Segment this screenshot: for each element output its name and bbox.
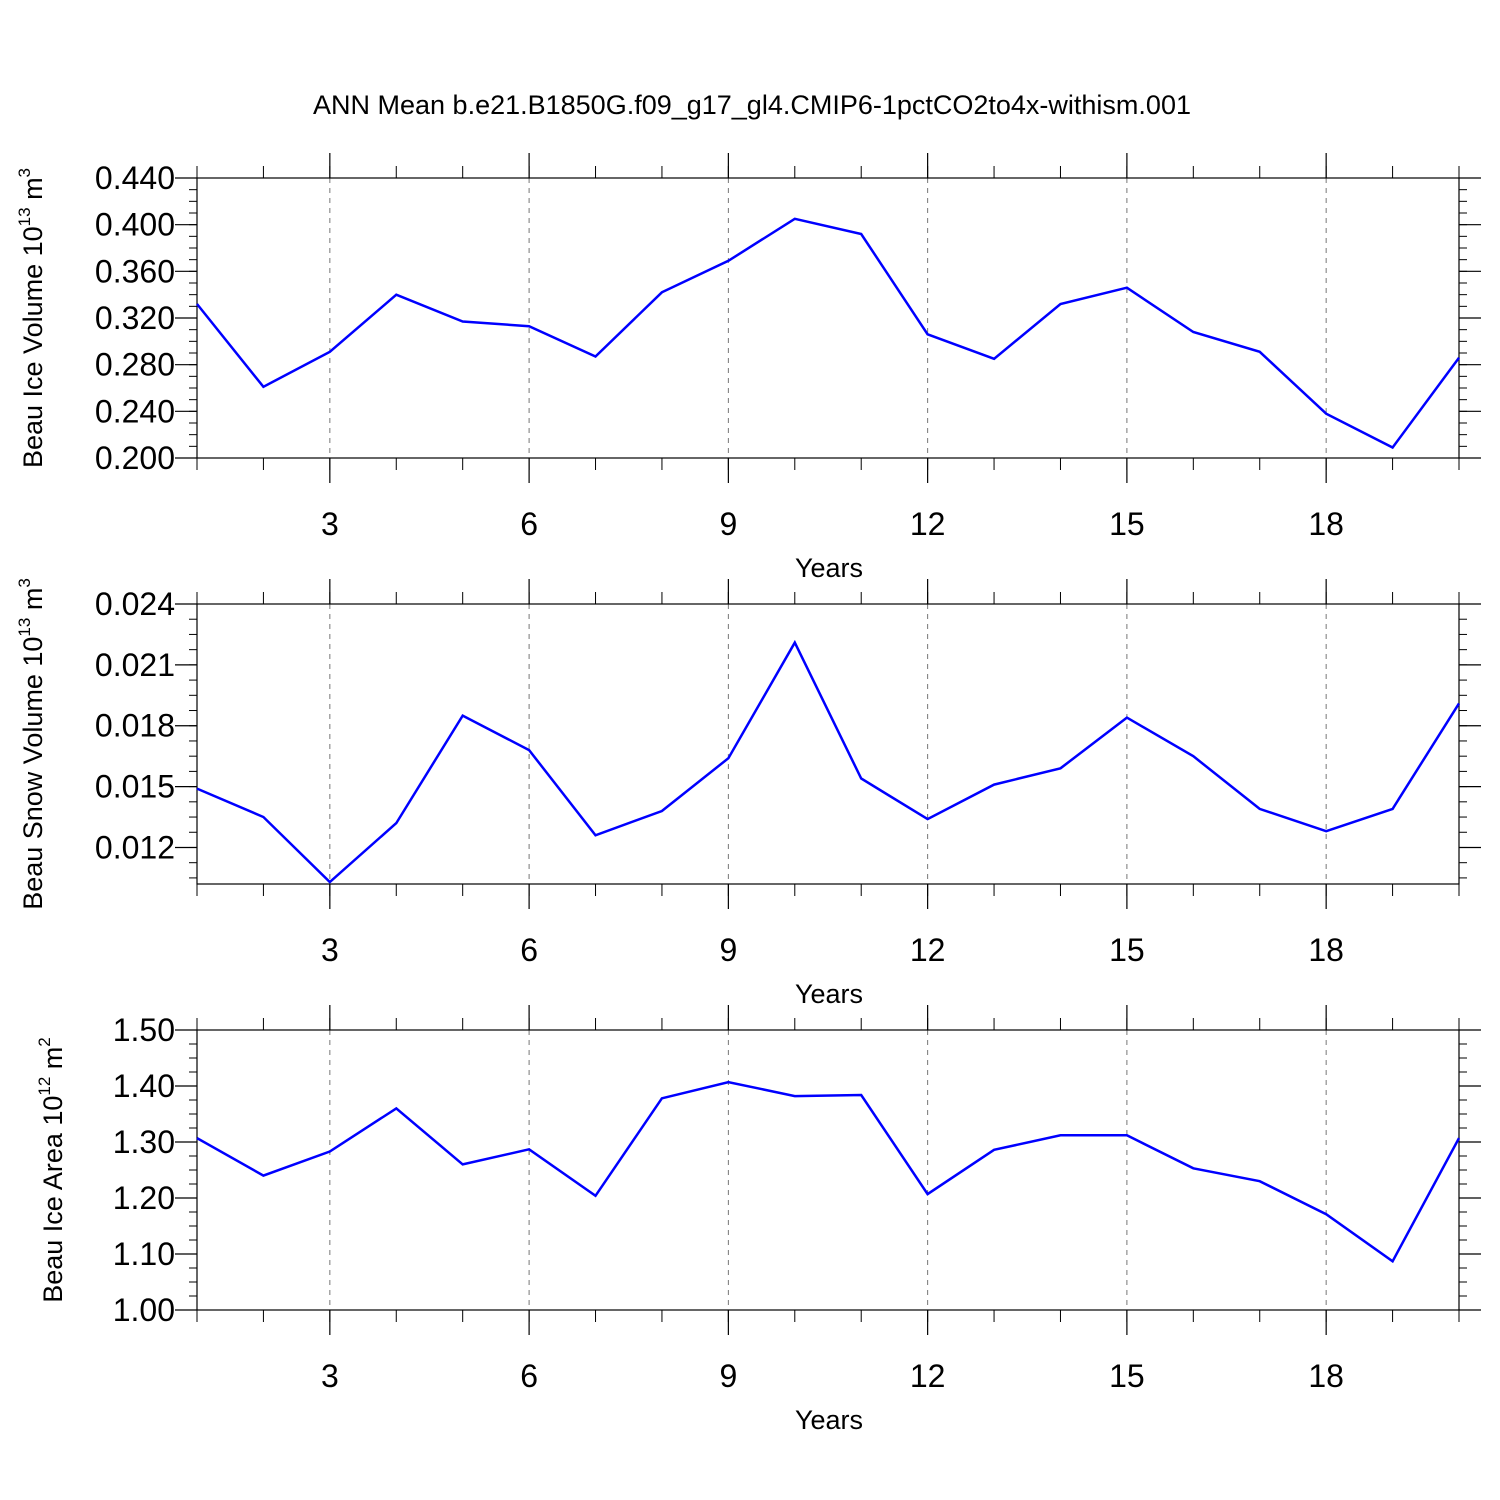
x-tick-label: 9 — [719, 932, 737, 968]
y-tick-label: 0.400 — [95, 207, 175, 243]
x-tick-label: 6 — [520, 932, 538, 968]
x-tick-label: 15 — [1109, 1358, 1145, 1394]
x-tick-label: 3 — [321, 1358, 339, 1394]
y-tick-label: 0.200 — [95, 440, 175, 476]
x-tick-label: 15 — [1109, 932, 1145, 968]
chart-title: ANN Mean b.e21.B1850G.f09_g17_gl4.CMIP6-… — [313, 90, 1191, 120]
series-line — [196, 1080, 1461, 1264]
x-tick-label: 12 — [910, 506, 946, 542]
panel-1: 3 6 9 12 15 18 0.200 0.240 0.280 0.320 0.360 0.400 0… — [15, 153, 1481, 583]
y-tick-label: 1.10 — [113, 1236, 175, 1272]
y-tick-label: 1.30 — [113, 1124, 175, 1160]
series-line — [196, 217, 1461, 450]
y-tick-label: 0.280 — [95, 347, 175, 383]
y-tick-label: 1.50 — [113, 1012, 175, 1048]
plot-frame — [196, 177, 1460, 459]
x-tick-label: 9 — [719, 506, 737, 542]
y-tick-label: 0.018 — [95, 708, 175, 744]
x-tick-label: 3 — [321, 506, 339, 542]
x-tick-label: 6 — [520, 1358, 538, 1394]
panel-2: 3 6 9 12 15 18 0.012 0.015 0.018 0.021 0.024 Years B… — [15, 578, 1481, 1009]
x-tick-label: 3 — [321, 932, 339, 968]
y-tick-label: 1.40 — [113, 1068, 175, 1104]
x-axis-label: Years — [795, 553, 863, 583]
y-tick-label: 0.320 — [95, 300, 175, 336]
y-tick-label: 1.20 — [113, 1180, 175, 1216]
panels: 3 6 9 12 15 18 0.200 0.240 0.280 0.320 0.360 0.400 0… — [15, 153, 1481, 1435]
x-axis-label: Years — [795, 1405, 863, 1435]
y-axis-label: Beau Ice Volume 1013 m3 — [15, 168, 48, 468]
y-tick-label: 0.024 — [95, 586, 175, 622]
x-axis-label: Years — [795, 979, 863, 1009]
x-tick-label: 18 — [1308, 1358, 1344, 1394]
y-tick-label: 0.015 — [95, 769, 175, 805]
plot-frame — [196, 603, 1460, 885]
y-tick-label: 0.440 — [95, 160, 175, 196]
plot-frame — [196, 1029, 1460, 1311]
y-tick-label: 0.012 — [95, 829, 175, 865]
y-tick-label: 0.021 — [95, 647, 175, 683]
y-axis-label: Beau Snow Volume 1013 m3 — [15, 578, 48, 910]
x-tick-label: 18 — [1308, 506, 1344, 542]
y-tick-label: 1.00 — [113, 1292, 175, 1328]
panel-3: 3 6 9 12 15 18 1.00 1.10 1.20 1.30 1.40 1.50 Years Be… — [35, 1005, 1481, 1435]
series-line — [196, 639, 1461, 884]
y-axis-label: Beau Ice Area 1012 m2 — [35, 1037, 68, 1303]
y-tick-label: 0.360 — [95, 253, 175, 289]
x-tick-label: 18 — [1308, 932, 1344, 968]
x-tick-label: 6 — [520, 506, 538, 542]
x-tick-label: 15 — [1109, 506, 1145, 542]
x-tick-label: 12 — [910, 932, 946, 968]
x-tick-label: 12 — [910, 1358, 946, 1394]
x-tick-label: 9 — [719, 1358, 737, 1394]
y-tick-label: 0.240 — [95, 393, 175, 429]
